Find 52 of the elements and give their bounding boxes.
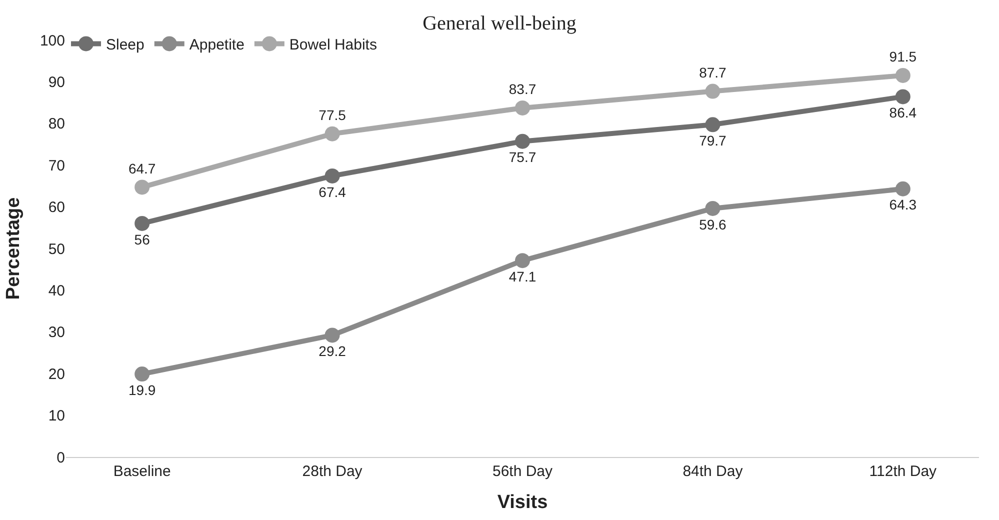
- data-label: 64.7: [128, 160, 156, 176]
- point: [134, 216, 150, 231]
- data-label: 67.4: [318, 184, 346, 200]
- data-label: 19.9: [128, 382, 156, 398]
- y-tick-label: 100: [40, 32, 65, 50]
- point: [895, 89, 910, 104]
- legend-label: Bowel Habits: [289, 36, 377, 54]
- point: [515, 134, 530, 149]
- y-tick-label: 70: [48, 157, 65, 174]
- point: [515, 253, 530, 268]
- y-tick-label: 20: [48, 366, 65, 383]
- data-label: 47.1: [508, 268, 536, 284]
- data-label: 29.2: [318, 343, 346, 360]
- x-axis-title: Visits: [497, 492, 548, 513]
- point: [705, 84, 720, 99]
- data-label: 56: [134, 231, 150, 248]
- point: [324, 126, 340, 142]
- point: [324, 328, 340, 343]
- data-label: 59.6: [699, 216, 727, 232]
- legend-label: Appetite: [189, 36, 244, 54]
- y-tick-label: 40: [48, 282, 65, 300]
- point: [515, 100, 530, 116]
- point: [134, 366, 150, 382]
- x-tick-label: 28th Day: [302, 463, 363, 480]
- y-tick-label: 60: [48, 199, 65, 216]
- legend-label: Sleep: [106, 36, 144, 54]
- data-label: 83.7: [508, 81, 536, 98]
- y-tick-label: 30: [48, 324, 65, 342]
- data-label: 75.7: [508, 149, 536, 166]
- chart-title: General well-being: [422, 12, 576, 35]
- point: [705, 117, 720, 132]
- point: [134, 180, 150, 195]
- y-tick-label: 10: [48, 408, 65, 425]
- y-tick-label: 50: [48, 240, 65, 258]
- data-label: 91.5: [889, 48, 917, 65]
- point: [705, 200, 720, 216]
- x-tick-label: Baseline: [113, 463, 171, 480]
- point: [324, 168, 340, 184]
- x-tick-label: 56th Day: [492, 463, 554, 480]
- x-tick-label: 84th Day: [682, 463, 744, 480]
- y-tick-label: 90: [48, 74, 65, 91]
- data-label: 64.3: [889, 196, 917, 213]
- data-label: 79.7: [699, 132, 727, 149]
- y-tick-label: 80: [48, 116, 65, 133]
- data-label: 86.4: [889, 104, 917, 121]
- x-tick-label: 112th Day: [869, 463, 938, 480]
- point: [895, 181, 910, 196]
- point: [895, 68, 910, 83]
- data-label: 77.5: [318, 106, 346, 123]
- y-tick-label: 0: [56, 449, 65, 466]
- y-axis-title: Percentage: [2, 197, 24, 300]
- data-label: 87.7: [699, 64, 727, 80]
